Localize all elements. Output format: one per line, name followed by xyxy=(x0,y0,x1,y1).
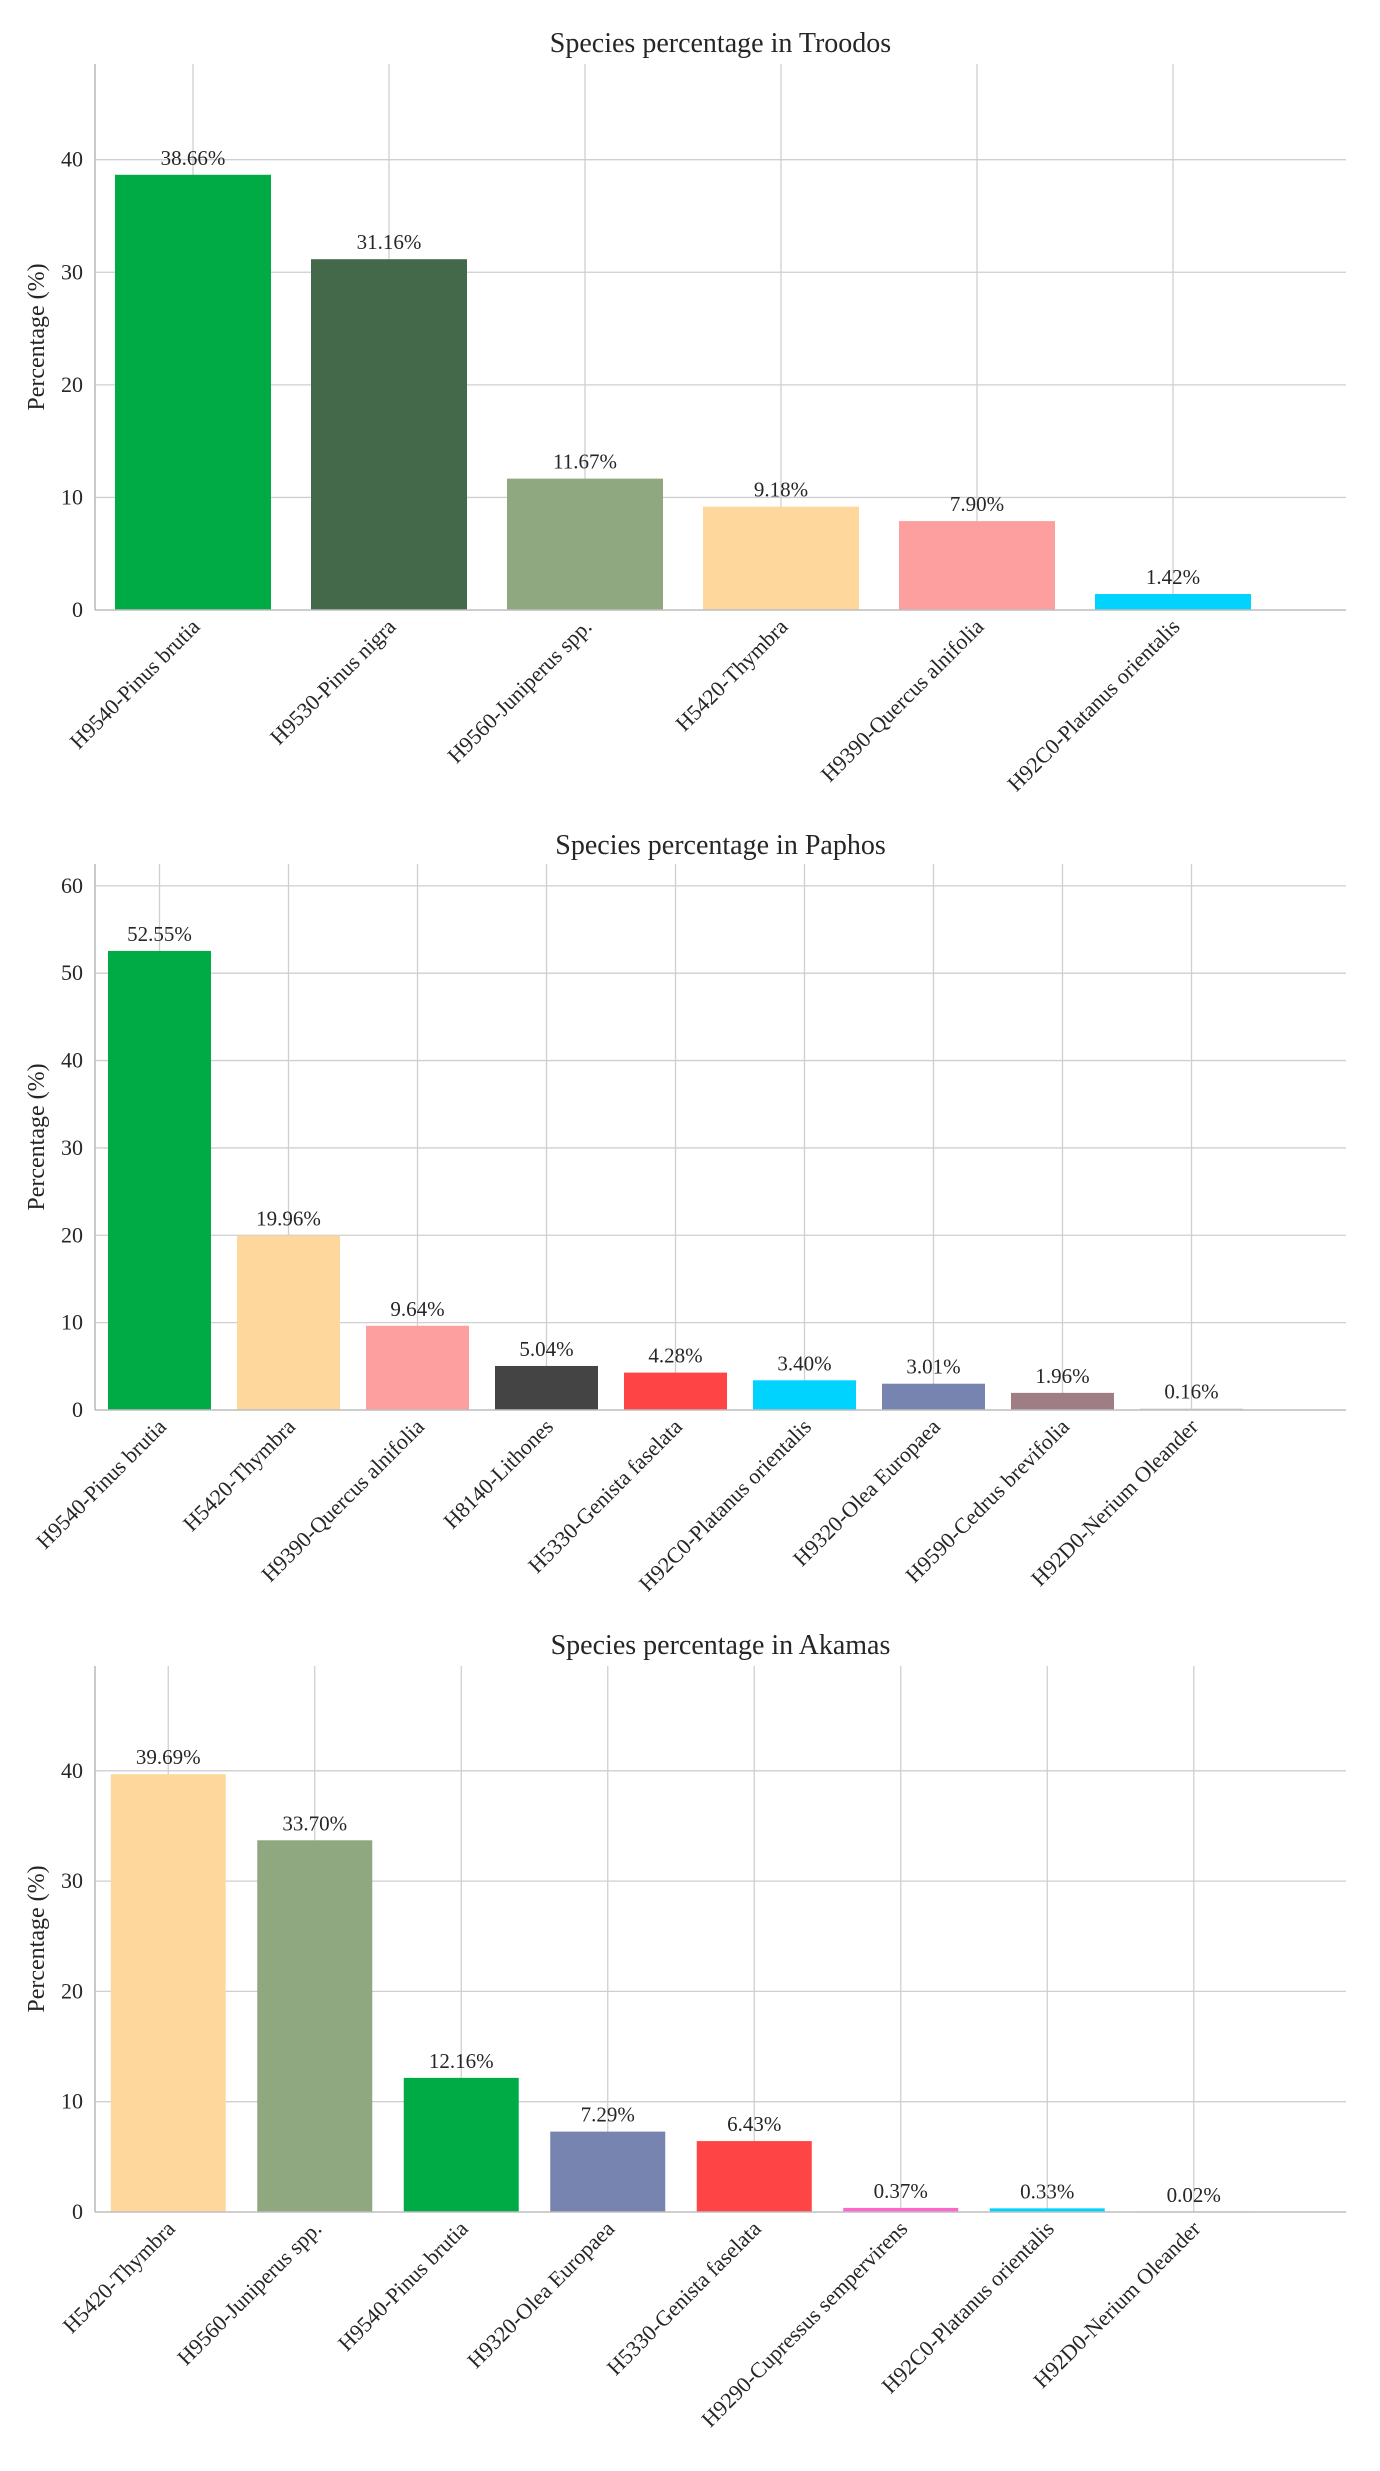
x-tick-label: H5420-Thymbra xyxy=(670,614,792,736)
x-tick-label: H5420-Thymbra xyxy=(58,2216,180,2338)
bar-value-label: 38.66% xyxy=(161,146,226,170)
chart-title: Species percentage in Akamas xyxy=(551,1630,891,1661)
bar-8 xyxy=(1011,1392,1114,1410)
bar-value-label: 39.69% xyxy=(136,1745,201,1769)
y-axis-title: Percentage (%) xyxy=(24,1063,50,1210)
bar-3 xyxy=(507,478,663,610)
bar-value-label: 4.28% xyxy=(648,1344,702,1368)
y-tick-label: 20 xyxy=(61,1222,83,1247)
bar-6 xyxy=(1095,594,1251,610)
bar-value-label: 7.90% xyxy=(950,492,1004,516)
bar-3 xyxy=(403,2077,519,2212)
bar-value-label: 6.43% xyxy=(727,2112,781,2136)
x-tick-label: H9530-Pinus nigra xyxy=(265,614,401,750)
bar-value-label: 3.01% xyxy=(906,1355,960,1379)
bar-value-label: 1.96% xyxy=(1035,1364,1089,1388)
bar-value-label: 0.16% xyxy=(1164,1380,1218,1404)
chart-3: 0 10 20 30 40 39.69% 33.70% 12.16% 7.29% 6.43% 0.3… xyxy=(24,1630,1346,2432)
chart-2: 0 10 20 30 40 50 60 52.55% 19.96% 9.64% 5.04% 4.28%… xyxy=(24,830,1346,1596)
y-tick-label: 50 xyxy=(61,960,83,985)
bar-value-label: 1.42% xyxy=(1146,565,1200,589)
y-tick-label: 0 xyxy=(72,2199,83,2224)
bar-value-label: 5.04% xyxy=(519,1337,573,1361)
x-tick-label: H5420-Thymbra xyxy=(178,1414,300,1536)
bar-1 xyxy=(110,1774,226,2212)
x-tick-label: H9320-Olea Europaea xyxy=(462,2216,619,2373)
bar-value-label: 33.70% xyxy=(282,1811,347,1835)
y-tick-label: 20 xyxy=(61,1978,83,2003)
bar-4 xyxy=(703,506,859,610)
y-tick-label: 0 xyxy=(72,1397,83,1422)
bar-5 xyxy=(899,521,1055,610)
x-tick-label: H9540-Pinus brutia xyxy=(333,2216,473,2356)
y-tick-label: 10 xyxy=(61,2089,83,2114)
y-axis-title: Percentage (%) xyxy=(24,1865,50,2012)
y-tick-label: 10 xyxy=(61,484,83,509)
bar-value-label: 0.37% xyxy=(874,2179,928,2203)
x-tick-label: H92D0-Nerium Oleander xyxy=(1028,2215,1206,2393)
chart-title: Species percentage in Paphos xyxy=(555,830,885,861)
bar-5 xyxy=(624,1372,727,1410)
bar-value-label: 0.02% xyxy=(1167,2183,1221,2207)
chart-1: 0 10 20 30 40 38.66% 31.16% 11.67% 9.18% 7.90% 1.4… xyxy=(24,28,1346,796)
bar-value-label: 9.18% xyxy=(754,478,808,502)
y-tick-label: 40 xyxy=(61,147,83,172)
x-tick-label: H9540-Pinus brutia xyxy=(65,614,205,754)
bar-value-label: 52.55% xyxy=(127,922,192,946)
bar-4 xyxy=(550,2131,666,2212)
bar-value-label: 31.16% xyxy=(357,230,422,254)
x-tick-label: H8140-Lithones xyxy=(438,1414,558,1534)
bar-value-label: 9.64% xyxy=(390,1297,444,1321)
bar-2 xyxy=(257,1840,373,2212)
y-axis-title: Percentage (%) xyxy=(24,263,50,410)
bar-value-label: 0.33% xyxy=(1020,2179,1074,2203)
bar-1 xyxy=(108,950,211,1410)
x-tick-label: H9560-Juniperus spp. xyxy=(442,614,596,768)
bar-value-label: 7.29% xyxy=(581,2103,635,2127)
bar-4 xyxy=(495,1365,598,1410)
bar-7 xyxy=(989,2208,1105,2212)
bar-1 xyxy=(115,174,271,611)
y-tick-label: 30 xyxy=(61,259,83,284)
bar-value-label: 11.67% xyxy=(553,450,617,474)
x-tick-label: H9560-Juniperus spp. xyxy=(172,2216,326,2370)
y-tick-label: 0 xyxy=(72,597,83,622)
y-tick-label: 40 xyxy=(61,1758,83,1783)
x-tick-label: H92C0-Platanus orientalis xyxy=(1002,614,1184,796)
bar-5 xyxy=(696,2141,812,2212)
bar-3 xyxy=(366,1325,469,1410)
bar-value-label: 19.96% xyxy=(256,1207,321,1231)
y-tick-label: 10 xyxy=(61,1310,83,1335)
x-tick-label: H9390-Quercus alnifolia xyxy=(816,614,989,787)
y-tick-label: 40 xyxy=(61,1048,83,1073)
bar-value-label: 3.40% xyxy=(777,1351,831,1375)
x-tick-label: H9540-Pinus brutia xyxy=(31,1414,171,1554)
chart-title: Species percentage in Troodos xyxy=(550,28,891,59)
y-tick-label: 30 xyxy=(61,1135,83,1160)
y-tick-label: 20 xyxy=(61,372,83,397)
bar-value-label: 12.16% xyxy=(429,2049,494,2073)
x-tick-label: H5330-Genista faselata xyxy=(602,2216,766,2380)
y-tick-label: 30 xyxy=(61,1868,83,1893)
y-tick-label: 60 xyxy=(61,873,83,898)
bar-2 xyxy=(237,1235,340,1410)
bar-6 xyxy=(843,2207,959,2212)
bar-6 xyxy=(753,1380,856,1410)
bar-7 xyxy=(882,1383,985,1410)
bar-2 xyxy=(311,259,467,610)
